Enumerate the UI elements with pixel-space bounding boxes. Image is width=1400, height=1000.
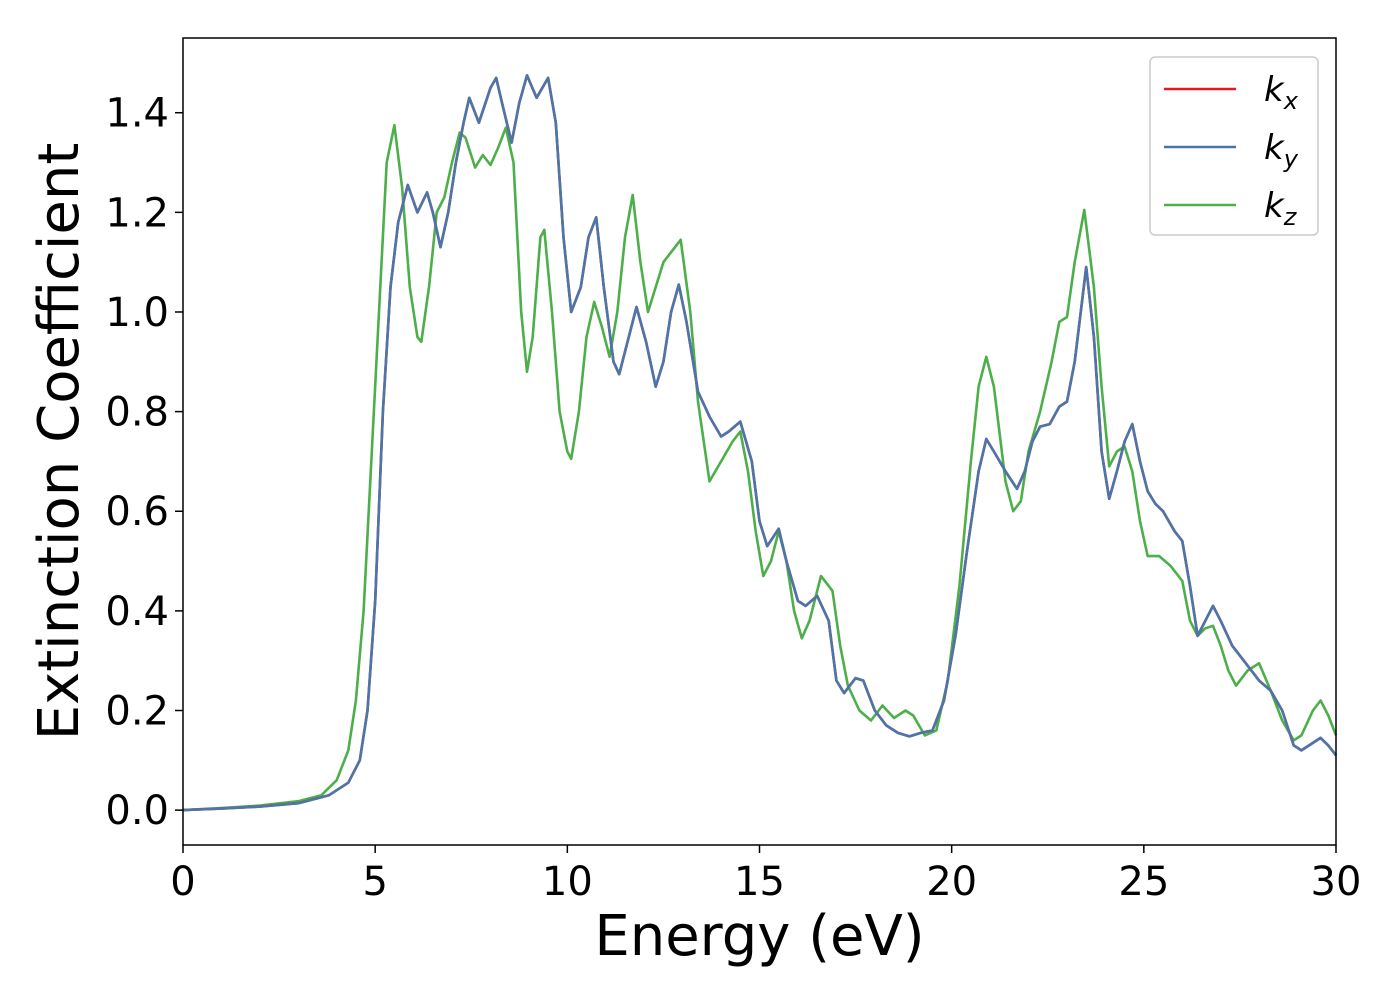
legend: kx ky kz [1149, 56, 1319, 236]
y-tick-label: 1.4 [105, 91, 169, 137]
y-axis-label: Extinction Coefficient [27, 143, 92, 741]
legend-label-kx: kx [1264, 70, 1299, 115]
x-tick-label: 30 [1311, 859, 1362, 905]
series-layer [182, 74, 1338, 812]
y-axis-ticks: 0.0 0.2 0.4 0.6 0.8 1.0 1.2 1.4 [105, 91, 183, 834]
x-tick-label: 15 [734, 859, 785, 905]
x-tick-label: 20 [926, 859, 977, 905]
x-axis-ticks: 0 5 10 15 20 25 30 [170, 845, 1361, 905]
series-line-kz [182, 123, 1338, 812]
legend-label-ky: ky [1264, 128, 1299, 173]
x-axis-label: Energy (eV) [594, 904, 924, 969]
y-tick-label: 0.0 [105, 788, 169, 834]
x-tick-label: 0 [170, 859, 195, 905]
x-tick-label: 5 [362, 859, 387, 905]
series-line-ky [182, 74, 1338, 812]
y-tick-label: 0.6 [105, 489, 169, 535]
y-tick-label: 0.8 [105, 390, 169, 436]
legend-label-kz: kz [1264, 186, 1298, 231]
y-tick-label: 0.2 [105, 689, 169, 735]
x-tick-label: 10 [542, 859, 593, 905]
y-tick-label: 1.2 [105, 190, 169, 236]
y-tick-label: 1.0 [105, 290, 169, 336]
y-tick-label: 0.4 [105, 589, 169, 635]
x-tick-label: 25 [1118, 859, 1169, 905]
